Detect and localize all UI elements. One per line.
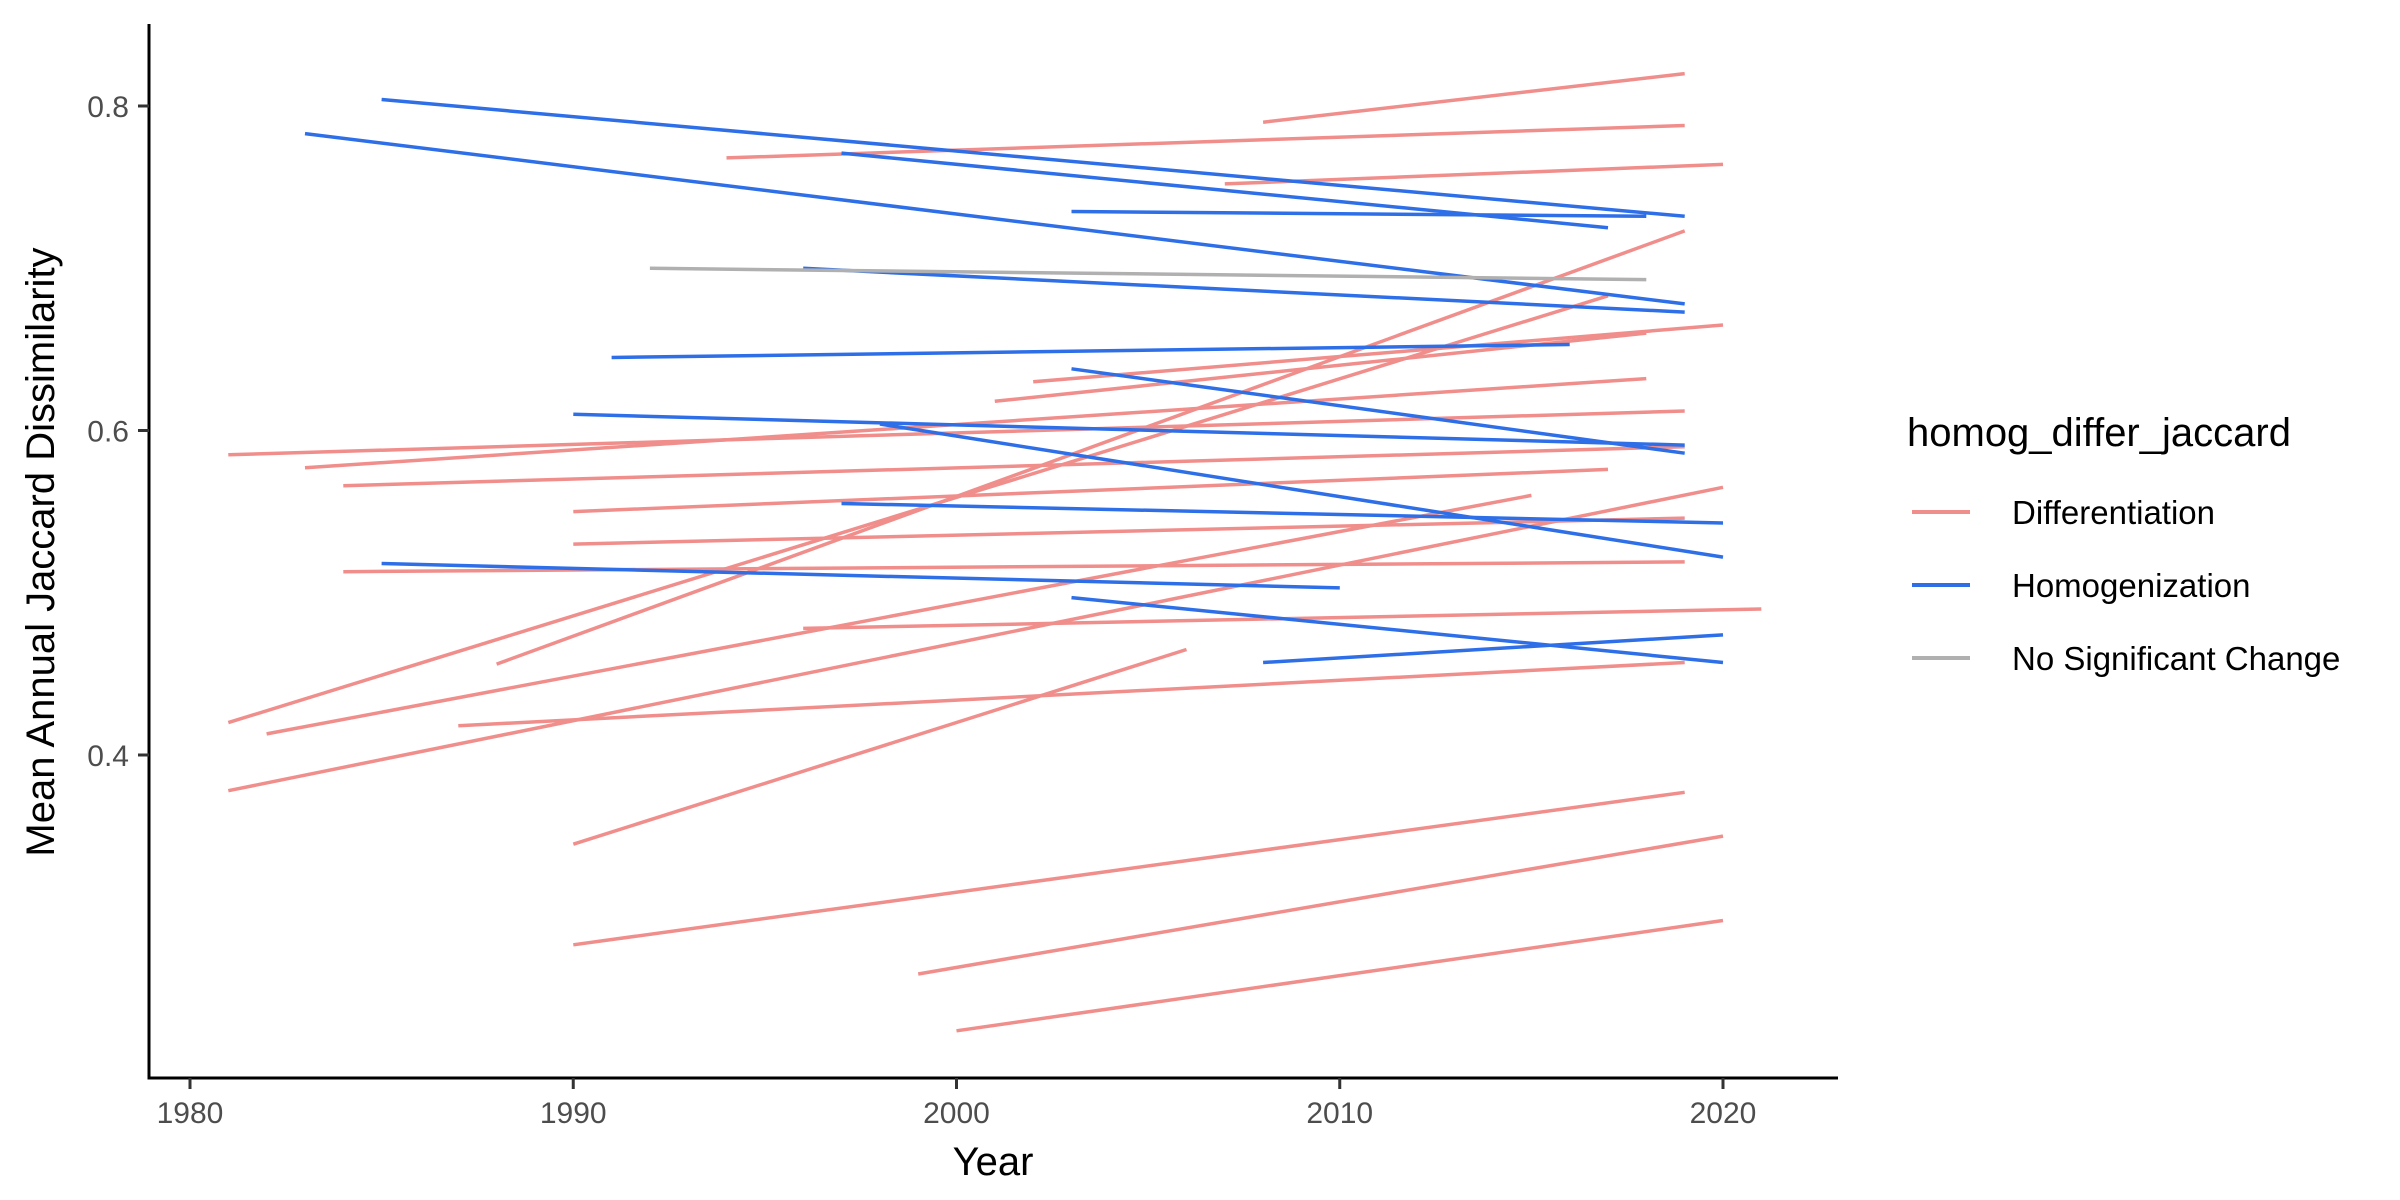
legend-title: homog_differ_jaccard bbox=[1907, 411, 2291, 455]
series-line-homogenization-26 bbox=[611, 342, 1570, 360]
series-line-homogenization-32 bbox=[1071, 595, 1724, 665]
x-tick-label-2010: 2010 bbox=[1306, 1097, 1373, 1130]
ticks-layer: 1980 1990 2000 2010 2020 0.4 0.6 0.8 bbox=[87, 91, 1756, 1130]
series-line-differentiation-1 bbox=[726, 123, 1685, 160]
series-line-differentiation-18 bbox=[573, 790, 1685, 947]
legend-label-no-significant-change: No Significant Change bbox=[2012, 640, 2340, 677]
series-line-homogenization-21 bbox=[381, 97, 1685, 219]
series-line-homogenization-22 bbox=[304, 131, 1685, 306]
legend-label-differentiation: Differentiation bbox=[2012, 494, 2215, 531]
y-axis-title: Mean Annual Jaccard Dissimilarity bbox=[19, 247, 63, 856]
series-line-homogenization-30 bbox=[841, 501, 1724, 525]
x-tick-label-2020: 2020 bbox=[1690, 1097, 1757, 1130]
series-line-homogenization-29 bbox=[879, 422, 1724, 559]
y-tick-label-0.4: 0.4 bbox=[87, 740, 129, 773]
y-tick-label-0.6: 0.6 bbox=[87, 416, 129, 449]
series-line-differentiation-8 bbox=[228, 409, 1685, 457]
series-line-homogenization-25 bbox=[803, 266, 1685, 314]
series-line-differentiation-12 bbox=[573, 516, 1685, 546]
x-axis-title: Year bbox=[953, 1140, 1034, 1184]
series-line-differentiation-20 bbox=[956, 918, 1724, 1033]
legend-entries: Differentiation Homogenization No Signific… bbox=[1912, 494, 2340, 677]
series-line-differentiation-5 bbox=[1033, 323, 1724, 384]
legend: homog_differ_jaccard Differentiation Homo… bbox=[1907, 411, 2340, 677]
series-line-differentiation-2 bbox=[1224, 162, 1724, 186]
x-tick-label-1990: 1990 bbox=[540, 1097, 607, 1130]
series-line-homogenization-27 bbox=[1071, 367, 1685, 455]
series-line-differentiation-15 bbox=[572, 647, 1188, 846]
series-line-differentiation-7 bbox=[304, 376, 1647, 470]
series-line-differentiation-9 bbox=[343, 444, 1685, 488]
series-line-differentiation-4 bbox=[227, 294, 1609, 725]
series-layer bbox=[227, 71, 1762, 1033]
series-line-differentiation-14 bbox=[343, 560, 1685, 574]
series-line-differentiation-13 bbox=[227, 485, 1724, 793]
series-line-homogenization-24 bbox=[1071, 209, 1647, 219]
series-line-homogenization-33 bbox=[1262, 633, 1724, 665]
y-tick-label-0.8: 0.8 bbox=[87, 91, 129, 124]
series-line-homogenization-31 bbox=[381, 561, 1340, 590]
series-line-homogenization-28 bbox=[573, 412, 1685, 447]
axes-layer bbox=[147, 24, 1838, 1080]
series-line-differentiation-11 bbox=[266, 493, 1532, 736]
series-line-differentiation-10 bbox=[573, 467, 1609, 514]
series-line-differentiation-19 bbox=[917, 834, 1724, 976]
series-line-no-significant-change-34 bbox=[649, 266, 1647, 282]
legend-label-homogenization: Homogenization bbox=[2012, 567, 2250, 604]
x-tick-label-1980: 1980 bbox=[157, 1097, 224, 1130]
series-line-differentiation-17 bbox=[458, 660, 1685, 728]
series-line-differentiation-0 bbox=[1262, 71, 1685, 124]
x-tick-label-2000: 2000 bbox=[923, 1097, 990, 1130]
